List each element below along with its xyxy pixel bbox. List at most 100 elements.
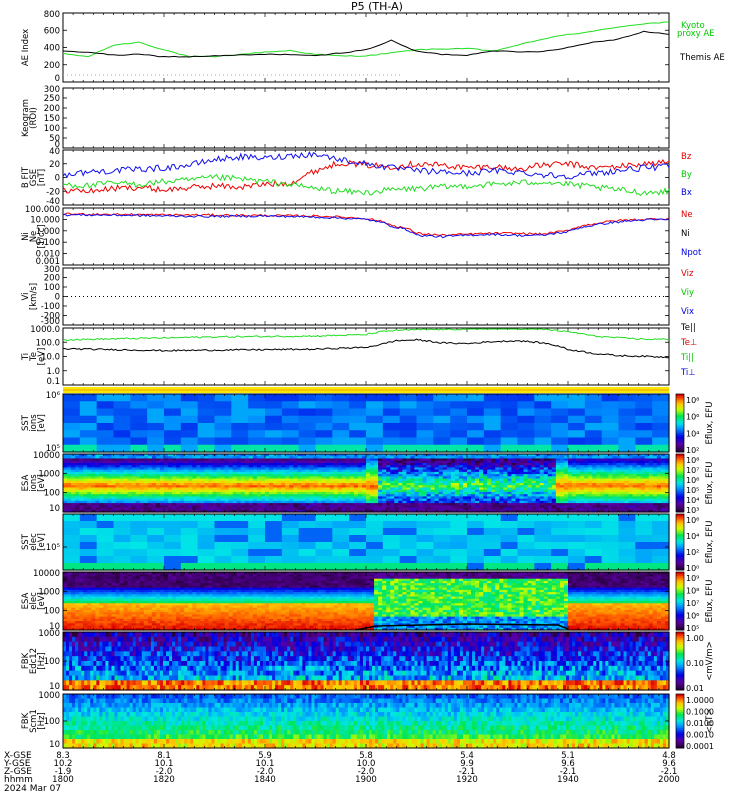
esa_ion-cell: [612, 500, 618, 504]
esa_ion-cell: [620, 503, 626, 506]
esa_ion-cell: [430, 460, 436, 464]
esa_ion-cell: [115, 503, 121, 506]
sst_ion-colorbar-tick: 10⁶: [686, 413, 699, 422]
esa_ion-cell: [155, 474, 161, 477]
esa_ion-cell: [87, 491, 92, 495]
esa_ion-cell: [337, 474, 343, 477]
esa_ion-cell: [519, 483, 525, 486]
esa_ion-cell: [612, 462, 618, 466]
esa_ion-cell: [232, 505, 238, 509]
esa_ion-cell: [151, 478, 157, 482]
esa_ion-cell: [180, 494, 185, 497]
esa_ion-cell: [329, 485, 335, 489]
esa_ion-cell: [305, 456, 311, 460]
esa_ion-cell: [438, 494, 444, 497]
esa_ion-cell: [446, 467, 452, 471]
esa_ion-cell: [543, 491, 549, 495]
esa_ion-cell: [285, 478, 290, 482]
esa_ion-cell: [95, 503, 100, 506]
esa_ion-cell: [390, 460, 395, 464]
esa_ion-cell: [139, 454, 145, 457]
esa_ion-cell: [236, 467, 242, 471]
esa_ion-cell: [297, 500, 302, 504]
esa_ion-cell: [67, 469, 72, 473]
esa_ion-cell: [535, 489, 541, 493]
esa_ion-cell: [430, 476, 436, 480]
sst_ion-cell: [197, 437, 216, 446]
esa_ion-cell: [232, 494, 238, 497]
esa_ion-cell: [188, 476, 193, 480]
esa_ion-cell: [143, 500, 149, 504]
esa_ion-cell: [212, 498, 218, 502]
esa_ion-cell: [220, 489, 226, 493]
esa_ion-cell: [63, 456, 68, 460]
esa_ion-cell: [588, 480, 593, 484]
esa_ion-cell: [147, 507, 153, 511]
sst_ion-cell: [197, 415, 216, 424]
esa_ion-cell: [624, 471, 630, 475]
esa_ion-cell: [131, 503, 137, 506]
esa_ion-cell: [426, 462, 432, 466]
esa_ion-cell: [414, 476, 420, 480]
esa_ion-cell: [99, 509, 104, 513]
esa_ion-cell: [313, 480, 319, 484]
esa_ion-cell: [475, 496, 480, 500]
esa_ion-cell: [604, 503, 609, 506]
esa_ion-cell: [139, 487, 145, 491]
esa_ion-cell: [450, 485, 456, 489]
esa_ion-cell: [188, 485, 193, 489]
esa_ion-cell: [220, 462, 226, 466]
esa_ion-cell: [208, 489, 214, 493]
esa_ion-cell: [475, 487, 480, 491]
sst_ion-cell: [130, 430, 148, 439]
esa_ion-cell: [624, 487, 630, 491]
esa_ion-cell: [67, 462, 72, 466]
esa_ion-cell: [547, 483, 553, 486]
esa_ion-cell: [333, 491, 339, 495]
esa_ion-cell: [95, 460, 100, 464]
esa_ion-cell: [63, 509, 68, 513]
sst_ion-cell: [147, 394, 165, 402]
esa_ion-cell: [135, 491, 141, 495]
velocity-frame: [62, 267, 670, 326]
bfield-ylabel: B FIT: [21, 166, 31, 188]
esa_ion-cell: [143, 456, 149, 460]
esa_ion-cell: [337, 494, 343, 497]
esa_ion-cell: [596, 469, 601, 473]
esa_ion-cell: [592, 498, 597, 502]
esa_ion-cell: [305, 507, 311, 511]
sst_ion-cell: [652, 415, 670, 424]
esa_ion-cell: [612, 485, 618, 489]
esa_ion-cell: [442, 496, 448, 500]
esa_ion-cell: [159, 500, 165, 504]
esa_ion-cell: [325, 480, 331, 484]
esa_ion-cell: [119, 480, 125, 484]
esa_ion-cell: [519, 460, 525, 464]
esa_ion-cell: [588, 476, 593, 480]
esa_ion-cell: [519, 467, 525, 471]
esa_ion-cell: [559, 478, 565, 482]
esa_ion-cell: [244, 476, 250, 480]
esa_ion-cell: [487, 465, 492, 468]
esa_ion-cell: [192, 494, 197, 497]
esa_ion-cell: [559, 467, 565, 471]
esa_ion-cell: [329, 503, 335, 506]
esa_ion-cell: [414, 494, 420, 497]
esa_ion-cell: [551, 471, 557, 475]
sst_ion-colorbar-cell: [676, 409, 684, 412]
esa_ion-cell: [519, 458, 525, 462]
sst_ion-colorbar-cell: [676, 423, 684, 426]
esa_ion-cell: [285, 496, 290, 500]
esa_ion-cell: [329, 489, 335, 493]
esa_ion-cell: [531, 489, 537, 493]
esa_ion-cell: [103, 503, 109, 506]
esa_ion-cell: [248, 469, 254, 473]
esa_ion-cell: [71, 483, 76, 486]
esa_ion-cell: [333, 462, 339, 466]
esa_ion-cell: [111, 460, 117, 464]
esa_ion-cell: [224, 496, 230, 500]
esa_ion-cell: [329, 498, 335, 502]
sst_ion-cell: [332, 415, 350, 424]
esa_ion-cell: [220, 480, 226, 484]
esa_ion-cell: [523, 500, 529, 504]
